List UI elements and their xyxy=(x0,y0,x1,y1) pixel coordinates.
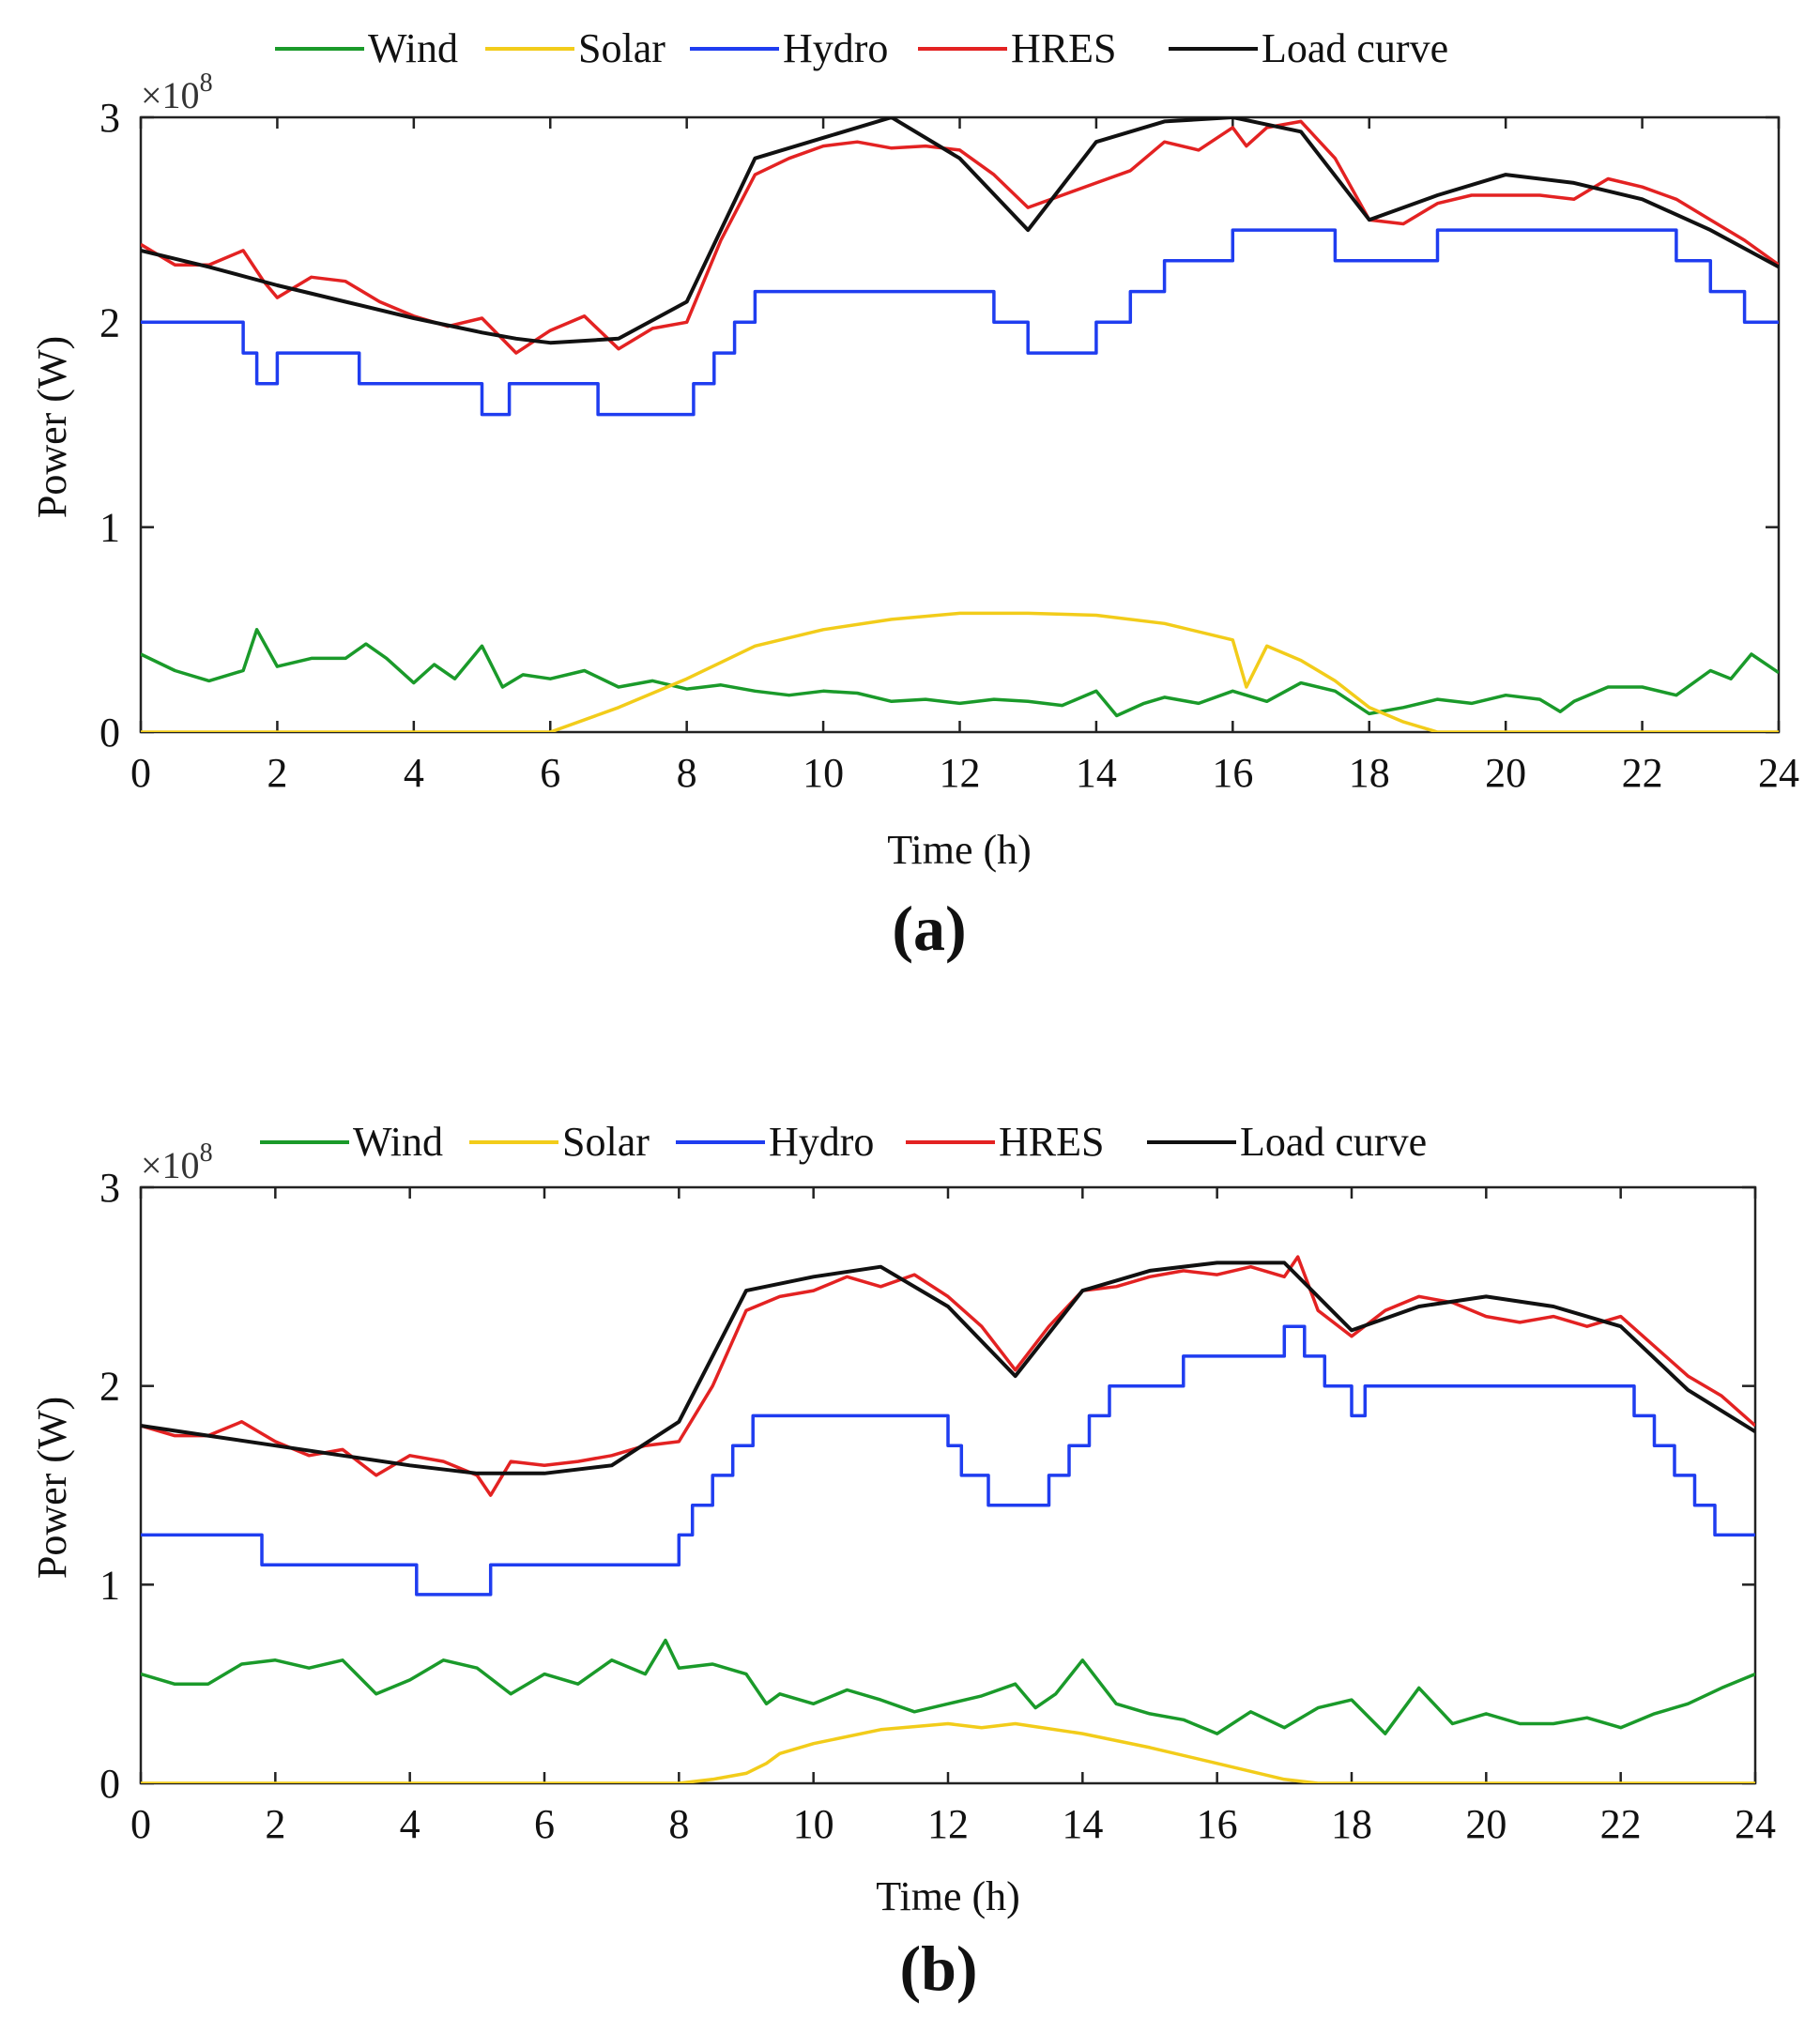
x-tick-label: 20 xyxy=(1465,1801,1506,1847)
x-tick-label: 10 xyxy=(803,750,844,796)
x-tick-label: 2 xyxy=(267,750,287,796)
y-tick-label: 2 xyxy=(99,299,120,345)
y-tick-label: 0 xyxy=(99,1761,120,1807)
legend-label: HRES xyxy=(999,1119,1104,1165)
x-tick-label: 24 xyxy=(1758,750,1799,796)
x-tick-label: 2 xyxy=(265,1801,285,1847)
plot-frame-b xyxy=(139,1185,1757,1785)
x-tick-label: 22 xyxy=(1622,750,1663,796)
x-tick-label: 0 xyxy=(130,750,151,796)
x-tick-label: 6 xyxy=(540,750,560,796)
legend-label: Hydro xyxy=(783,25,888,71)
legend-label: Wind xyxy=(353,1119,443,1165)
x-tick-label: 4 xyxy=(400,1801,421,1847)
legend-label: Load curve xyxy=(1240,1119,1427,1165)
x-tick-label: 18 xyxy=(1331,1801,1372,1847)
x-tick-label: 24 xyxy=(1735,1801,1776,1847)
series-line-solar xyxy=(141,1721,1755,1783)
y-axis-label-b: Power (W) xyxy=(29,1397,75,1579)
y-tick-label: 1 xyxy=(99,505,120,551)
series-line-wind xyxy=(141,628,1779,718)
x-tick-label: 22 xyxy=(1600,1801,1642,1847)
legend-label: Load curve xyxy=(1262,25,1448,71)
x-tick-label: 8 xyxy=(668,1801,689,1847)
y-tick-label: 2 xyxy=(99,1364,120,1410)
x-tick-label: 18 xyxy=(1349,750,1390,796)
series-line-hres xyxy=(141,119,1779,355)
legend-label: Wind xyxy=(368,25,458,71)
series-a xyxy=(141,117,1779,732)
x-tick-label: 20 xyxy=(1485,750,1526,796)
legend-label: Solar xyxy=(562,1119,650,1165)
x-axis-label-a: Time (h) xyxy=(887,827,1032,873)
x-tick-label: 8 xyxy=(677,750,697,796)
x-tick-label: 6 xyxy=(534,1801,555,1847)
panel-label-a: (a) xyxy=(892,893,966,964)
x-tick-label: 4 xyxy=(404,750,424,796)
legend-b: Wind Solar Hydro HRES Load curve xyxy=(260,1119,1427,1165)
x-tick-label: 16 xyxy=(1212,750,1253,796)
x-tick-label: 14 xyxy=(1076,750,1117,796)
y-tick-label: 1 xyxy=(99,1562,120,1608)
legend-a: Wind Solar Hydro HRES Load curve xyxy=(275,25,1448,71)
panel-label-b: (b) xyxy=(899,1933,977,2004)
series-line-hydro xyxy=(141,228,1779,417)
y-tick-label: 3 xyxy=(99,95,120,141)
y-multiplier-b: ×108 xyxy=(141,1138,213,1186)
series-line-hres xyxy=(141,1255,1755,1497)
x-tick-label: 14 xyxy=(1062,1801,1103,1847)
y-tick-label: 3 xyxy=(99,1165,120,1211)
y-multiplier-a: ×108 xyxy=(141,69,213,116)
x-tick-label: 0 xyxy=(130,1801,151,1847)
x-tick-label: 12 xyxy=(927,1801,969,1847)
y-tick-label: 0 xyxy=(99,710,120,756)
legend-label: Solar xyxy=(578,25,665,71)
x-tick-label: 16 xyxy=(1197,1801,1238,1847)
series-line-load-curve xyxy=(141,117,1779,345)
x-tick-label: 12 xyxy=(940,750,981,796)
x-tick-label: 10 xyxy=(793,1801,834,1847)
series-line-hydro xyxy=(141,1324,1755,1597)
plot-frame-a xyxy=(139,115,1781,734)
series-line-wind xyxy=(141,1638,1755,1735)
series-line-load-curve xyxy=(141,1261,1755,1475)
legend-label: Hydro xyxy=(769,1119,874,1165)
y-axis-label-a: Power (W) xyxy=(29,336,75,518)
series-b xyxy=(141,1255,1755,1783)
series-line-solar xyxy=(141,611,1779,732)
x-axis-label-b: Time (h) xyxy=(876,1873,1020,1919)
legend-label: HRES xyxy=(1011,25,1116,71)
